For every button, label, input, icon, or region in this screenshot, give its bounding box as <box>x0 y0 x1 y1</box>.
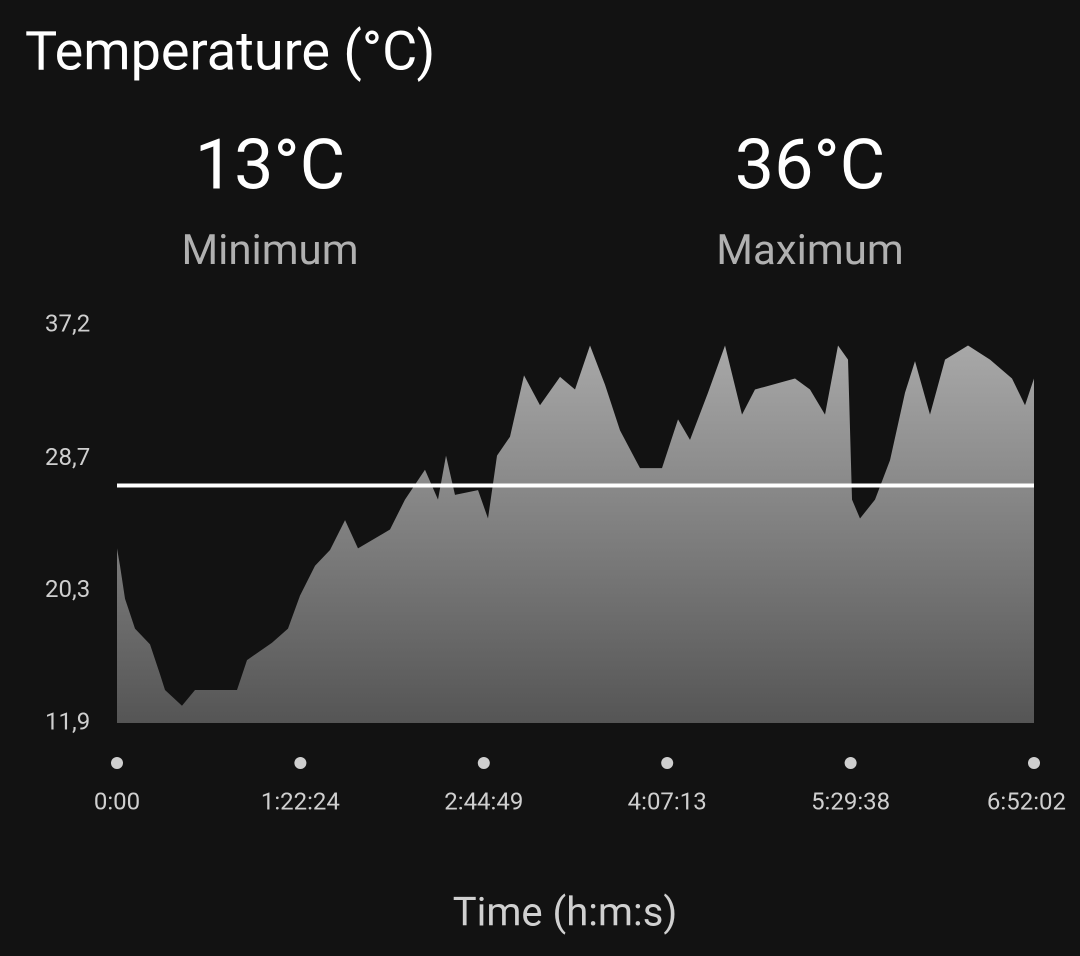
x-tick-dot <box>294 757 307 769</box>
stat-label: Maximum <box>716 226 903 275</box>
x-tick-label: 2:44:49 <box>444 787 523 815</box>
x-tick-label: 5:29:38 <box>811 787 890 815</box>
x-tick-label: 6:52:02 <box>987 787 1066 815</box>
x-tick-dot <box>844 757 857 769</box>
area <box>117 345 1034 723</box>
x-tick-dot <box>1028 757 1040 769</box>
stat-value: 13°C <box>195 124 345 206</box>
chart-title: Temperature (°C) <box>25 20 435 83</box>
x-tick-dot <box>661 757 674 769</box>
x-tick-label: 1:22:24 <box>261 787 340 815</box>
y-tick-label: 37,2 <box>45 309 90 337</box>
y-tick-label: 11,9 <box>45 707 90 735</box>
y-tick-label: 20,3 <box>45 575 90 603</box>
x-tick-dot <box>477 757 490 769</box>
x-tick-dot <box>111 757 123 769</box>
y-tick-label: 28,7 <box>45 443 90 471</box>
stat-value: 36°C <box>735 124 885 206</box>
x-tick-label: 0:00 <box>94 787 140 815</box>
x-tick-label: 4:07:13 <box>628 787 707 815</box>
x-axis-title: Time (h:m:s) <box>453 889 678 936</box>
stat-label: Minimum <box>181 226 358 275</box>
